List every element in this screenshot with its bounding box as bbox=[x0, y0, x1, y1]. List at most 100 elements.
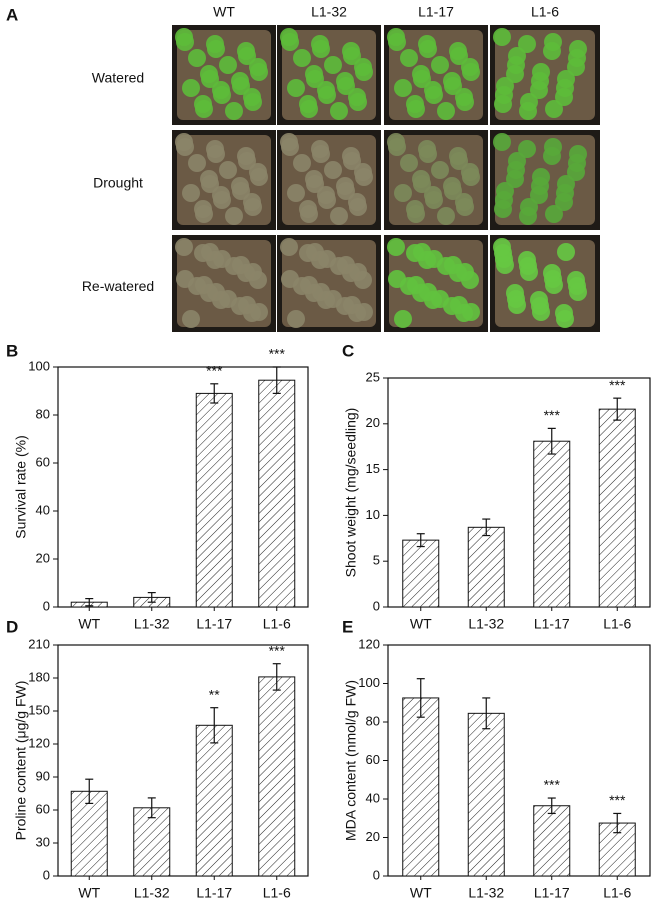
plant bbox=[343, 296, 361, 314]
plant bbox=[532, 168, 550, 186]
plant bbox=[293, 154, 311, 172]
plant bbox=[394, 79, 412, 97]
y-tick-label: 40 bbox=[36, 502, 50, 517]
y-tick-label: 100 bbox=[358, 675, 380, 690]
plant bbox=[493, 133, 511, 151]
plant bbox=[355, 63, 373, 81]
plant bbox=[400, 154, 418, 172]
plant bbox=[394, 310, 412, 328]
plant bbox=[188, 154, 206, 172]
plant bbox=[324, 56, 342, 74]
column-label: WT bbox=[213, 4, 235, 20]
y-tick-label: 210 bbox=[28, 636, 50, 651]
column-label: L1-32 bbox=[311, 4, 347, 20]
plant bbox=[419, 145, 437, 163]
y-tick-label: 0 bbox=[43, 598, 50, 613]
panel-label: B bbox=[6, 341, 18, 360]
y-tick-label: 60 bbox=[36, 801, 50, 816]
plant bbox=[444, 182, 462, 200]
plant bbox=[569, 145, 587, 163]
plant bbox=[306, 175, 324, 193]
plant bbox=[280, 238, 298, 256]
y-tick-label: 60 bbox=[36, 454, 50, 469]
plant bbox=[219, 56, 237, 74]
plant bbox=[444, 77, 462, 95]
plant bbox=[456, 93, 474, 111]
x-tick-label: L1-17 bbox=[196, 885, 232, 901]
plant bbox=[207, 40, 225, 58]
x-tick-label: WT bbox=[78, 885, 100, 901]
plant bbox=[520, 198, 538, 216]
y-tick-label: 30 bbox=[36, 834, 50, 849]
plant bbox=[287, 184, 305, 202]
plant bbox=[425, 191, 443, 209]
y-tick-label: 80 bbox=[366, 713, 380, 728]
plant bbox=[281, 138, 299, 156]
y-tick-label: 10 bbox=[366, 507, 380, 522]
plant bbox=[324, 161, 342, 179]
x-tick-label: L1-6 bbox=[603, 616, 631, 632]
panel-label: D bbox=[6, 617, 18, 636]
plant bbox=[349, 198, 367, 216]
plant bbox=[545, 100, 563, 118]
row-label: Re-watered bbox=[82, 278, 154, 294]
bar bbox=[195, 392, 233, 608]
plant bbox=[508, 152, 526, 170]
significance-label: *** bbox=[269, 346, 286, 362]
plant bbox=[250, 168, 268, 186]
plant bbox=[176, 270, 194, 288]
plant bbox=[195, 100, 213, 118]
plant bbox=[520, 263, 538, 281]
bar bbox=[402, 539, 440, 608]
x-tick-label: WT bbox=[78, 616, 100, 632]
plant bbox=[330, 207, 348, 225]
bar bbox=[533, 440, 571, 608]
plant bbox=[207, 145, 225, 163]
column-label: L1-6 bbox=[531, 4, 559, 20]
plant bbox=[407, 205, 425, 223]
plant bbox=[387, 238, 405, 256]
panel-label: A bbox=[6, 5, 18, 24]
plant bbox=[201, 175, 219, 193]
plant bbox=[437, 102, 455, 120]
bar bbox=[133, 807, 171, 877]
x-tick-label: L1-6 bbox=[603, 885, 631, 901]
plant bbox=[238, 296, 256, 314]
plant bbox=[569, 40, 587, 58]
plant bbox=[219, 161, 237, 179]
plant bbox=[232, 182, 250, 200]
y-tick-label: 100 bbox=[28, 358, 50, 373]
plant bbox=[300, 205, 318, 223]
significance-label: *** bbox=[544, 407, 561, 423]
y-tick-label: 120 bbox=[28, 735, 50, 750]
bar bbox=[533, 805, 571, 877]
plant bbox=[407, 276, 425, 294]
plant bbox=[508, 47, 526, 65]
plant bbox=[388, 270, 406, 288]
y-tick-label: 80 bbox=[36, 406, 50, 421]
plant bbox=[556, 310, 574, 328]
plant bbox=[544, 33, 562, 51]
y-axis-label: Proline content (μg/g FW) bbox=[13, 681, 29, 841]
plant bbox=[300, 276, 318, 294]
panel-label: C bbox=[342, 341, 354, 360]
plant bbox=[388, 33, 406, 51]
plant bbox=[337, 182, 355, 200]
plant bbox=[508, 296, 526, 314]
plant bbox=[532, 63, 550, 81]
plant bbox=[431, 56, 449, 74]
y-axis-label: Survival rate (%) bbox=[13, 435, 29, 538]
x-tick-label: L1-17 bbox=[534, 885, 570, 901]
plant bbox=[450, 296, 468, 314]
y-tick-label: 40 bbox=[366, 790, 380, 805]
plant bbox=[343, 152, 361, 170]
plant bbox=[431, 161, 449, 179]
y-tick-label: 120 bbox=[358, 636, 380, 651]
plant bbox=[456, 198, 474, 216]
x-tick-label: L1-32 bbox=[468, 885, 504, 901]
plant bbox=[287, 310, 305, 328]
y-tick-label: 150 bbox=[28, 702, 50, 717]
plant bbox=[176, 138, 194, 156]
plant bbox=[244, 198, 262, 216]
